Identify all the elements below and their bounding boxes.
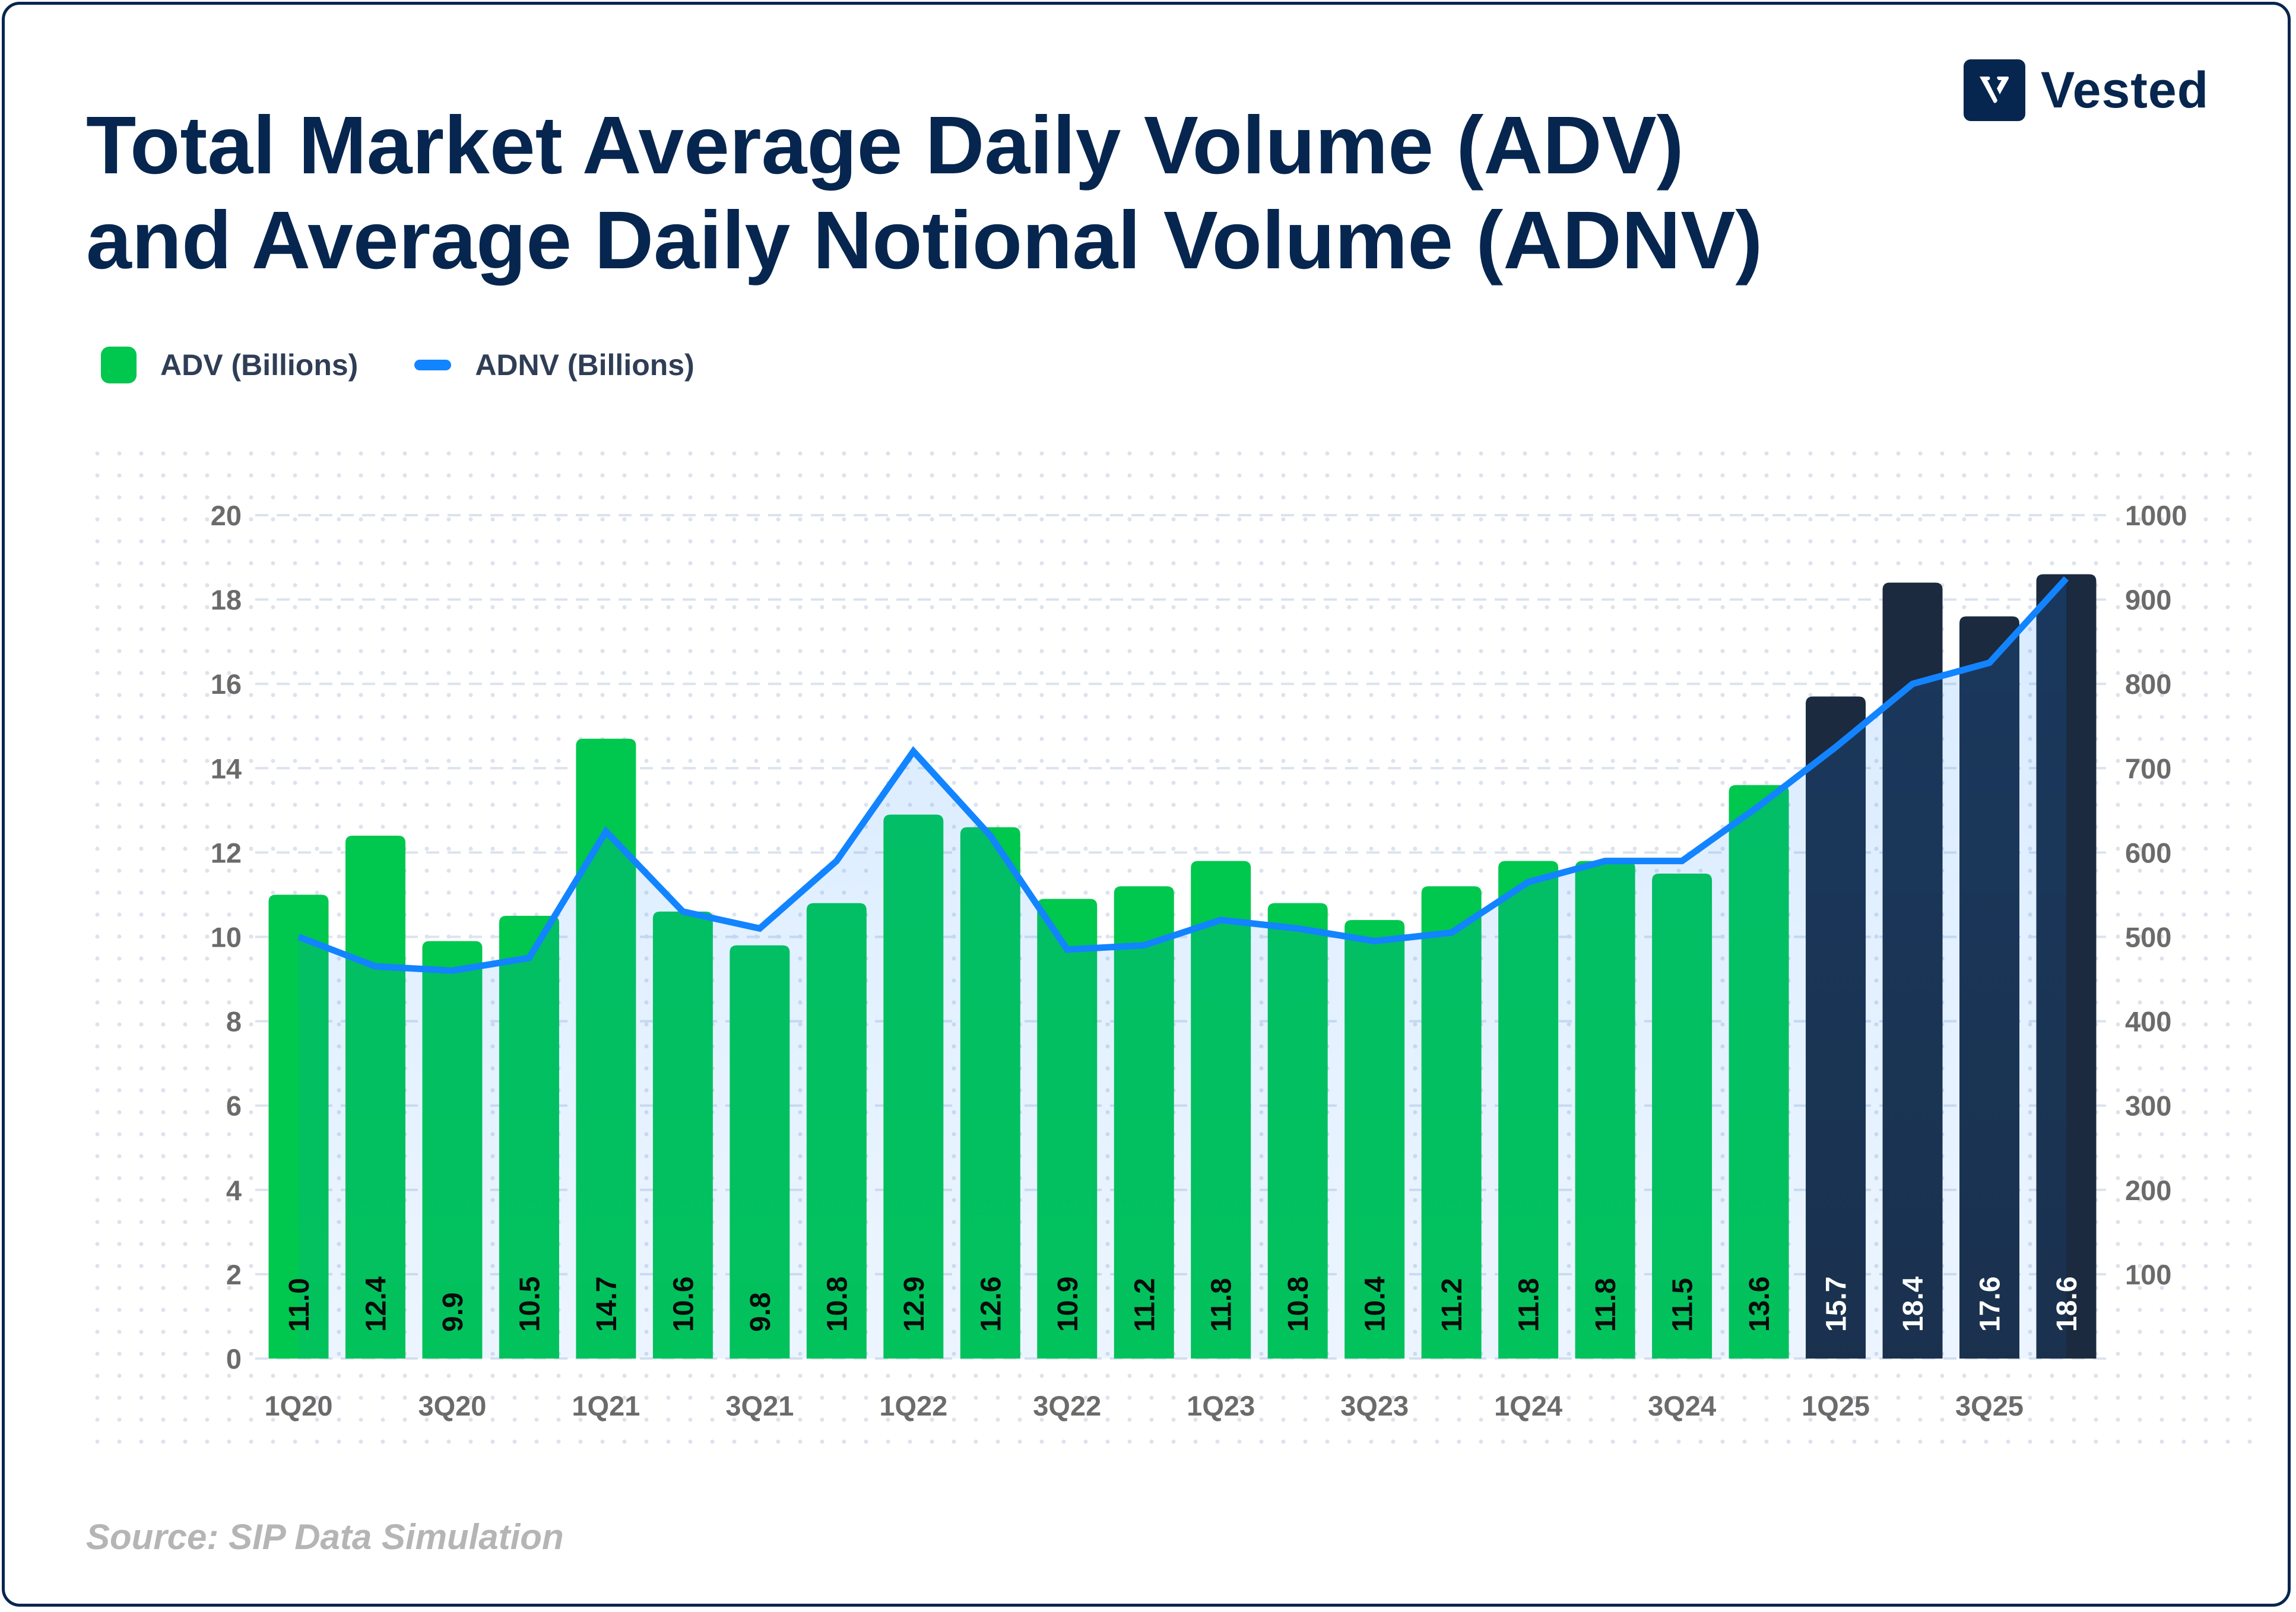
adv-data-label: 9.9 bbox=[437, 1292, 469, 1332]
y-axis-left: 0 2 4 6 8 10 12 14 16 18 20 bbox=[211, 500, 242, 1375]
y-right-tick-label: 700 bbox=[2125, 753, 2171, 784]
legend-line-swatch-icon bbox=[414, 360, 452, 370]
adv-data-label: 10.4 bbox=[1360, 1276, 1391, 1332]
vested-v-logo-icon bbox=[1964, 59, 2025, 121]
adv-data-labels: 11.0 12.4 9.9 10.5 14.7 10.6 9.8 10.8 12.9 12.6 10… bbox=[284, 1276, 2083, 1332]
source-note: Source: SIP Data Simulation bbox=[86, 1517, 564, 1557]
chart-title-line-1: Total Market Average Daily Volume (ADV) bbox=[86, 100, 1684, 191]
adv-data-label: 15.7 bbox=[1821, 1277, 1853, 1332]
chart-legend: ADV (Billions) ADNV (Billions) bbox=[101, 344, 751, 386]
y-left-tick-label: 0 bbox=[226, 1343, 242, 1375]
x-axis: 1Q20 3Q20 1Q21 3Q21 1Q22 3Q22 1Q23 3Q23 1Q24 3Q24… bbox=[265, 1390, 2024, 1421]
x-tick-label: 1Q22 bbox=[879, 1390, 947, 1421]
legend-bar-swatch-icon bbox=[101, 347, 137, 383]
y-right-tick-label: 900 bbox=[2125, 584, 2171, 615]
adnv-area-fill bbox=[299, 578, 2066, 1359]
adv-data-label: 10.9 bbox=[1052, 1277, 1084, 1332]
adv-data-label: 11.5 bbox=[1667, 1278, 1699, 1332]
chart-title: Total Market Average Daily Volume (ADV) … bbox=[86, 98, 1762, 288]
adv-data-label: 12.9 bbox=[899, 1277, 930, 1332]
adv-data-label: 10.5 bbox=[514, 1277, 546, 1332]
y-left-tick-label: 10 bbox=[211, 922, 242, 953]
adv-data-label: 12.4 bbox=[360, 1276, 392, 1332]
x-tick-label: 3Q21 bbox=[725, 1390, 794, 1421]
y-left-tick-label: 8 bbox=[226, 1006, 242, 1037]
y-left-tick-label: 14 bbox=[211, 753, 242, 784]
adv-data-label: 18.6 bbox=[2051, 1277, 2083, 1332]
y-left-tick-label: 4 bbox=[226, 1175, 242, 1206]
adnv-points bbox=[298, 578, 2067, 971]
x-tick-label: 3Q20 bbox=[418, 1390, 486, 1421]
adv-data-label: 11.8 bbox=[1590, 1278, 1622, 1332]
x-tick-label: 1Q21 bbox=[572, 1390, 640, 1421]
y-right-tick-label: 100 bbox=[2125, 1259, 2171, 1290]
combo-chart: 0 2 4 6 8 10 12 14 16 18 20 100 200 300 400 500 600 700 80… bbox=[95, 451, 2256, 1454]
x-tick-label: 3Q24 bbox=[1648, 1390, 1716, 1421]
y-left-tick-label: 12 bbox=[211, 837, 242, 868]
adv-data-label: 18.4 bbox=[1898, 1276, 1929, 1332]
x-tick-label: 1Q24 bbox=[1494, 1390, 1562, 1421]
y-right-tick-label: 600 bbox=[2125, 837, 2171, 868]
x-tick-label: 3Q23 bbox=[1340, 1390, 1409, 1421]
x-tick-label: 1Q25 bbox=[1802, 1390, 1870, 1421]
y-left-tick-label: 6 bbox=[226, 1090, 242, 1122]
legend-item-adnv[interactable]: ADNV (Billions) bbox=[414, 348, 694, 382]
adv-data-label: 11.8 bbox=[1514, 1278, 1545, 1332]
x-tick-label: 3Q25 bbox=[1955, 1390, 2024, 1421]
x-tick-label: 1Q20 bbox=[265, 1390, 333, 1421]
adv-data-label: 9.8 bbox=[745, 1292, 776, 1332]
chart-title-line-2: and Average Daily Notional Volume (ADNV) bbox=[86, 195, 1763, 286]
y-right-tick-label: 200 bbox=[2125, 1175, 2171, 1206]
adv-data-label: 14.7 bbox=[591, 1277, 623, 1332]
adv-data-label: 10.8 bbox=[1283, 1277, 1314, 1332]
adv-data-label: 13.6 bbox=[1744, 1277, 1775, 1332]
brand-logo: Vested bbox=[1964, 59, 2209, 121]
y-left-tick-label: 16 bbox=[211, 668, 242, 700]
y-right-tick-label: 800 bbox=[2125, 668, 2171, 700]
adv-data-label: 11.8 bbox=[1206, 1278, 1238, 1332]
x-tick-label: 1Q23 bbox=[1187, 1390, 1255, 1421]
adnv-line bbox=[297, 576, 2069, 974]
chart-plot-area: 0 2 4 6 8 10 12 14 16 18 20 100 200 300 400 500 600 700 80… bbox=[95, 451, 2256, 1460]
adv-data-label: 10.6 bbox=[668, 1277, 699, 1332]
y-left-tick-label: 18 bbox=[211, 584, 242, 615]
y-right-tick-label: 400 bbox=[2125, 1006, 2171, 1037]
legend-label: ADV (Billions) bbox=[160, 348, 359, 382]
adv-data-label: 11.2 bbox=[1129, 1278, 1160, 1332]
legend-label: ADNV (Billions) bbox=[475, 348, 694, 382]
adv-data-label: 11.0 bbox=[284, 1278, 315, 1332]
y-right-tick-label: 500 bbox=[2125, 922, 2171, 953]
legend-item-adv[interactable]: ADV (Billions) bbox=[101, 347, 358, 383]
brand-name: Vested bbox=[2041, 61, 2209, 119]
adv-data-label: 12.6 bbox=[975, 1277, 1007, 1332]
y-left-tick-label: 20 bbox=[211, 500, 242, 531]
y-right-tick-label: 300 bbox=[2125, 1090, 2171, 1122]
y-right-tick-label: 1000 bbox=[2125, 500, 2187, 531]
adv-data-label: 10.8 bbox=[822, 1277, 853, 1332]
adv-data-label: 11.2 bbox=[1436, 1278, 1468, 1332]
y-left-tick-label: 2 bbox=[226, 1259, 242, 1290]
adv-data-label: 17.6 bbox=[1975, 1277, 2006, 1332]
y-axis-right: 100 200 300 400 500 600 700 800 900 1000 bbox=[2125, 500, 2187, 1290]
x-tick-label: 3Q22 bbox=[1033, 1390, 1101, 1421]
